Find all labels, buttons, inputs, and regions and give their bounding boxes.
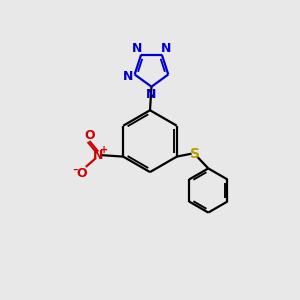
Text: N: N	[132, 42, 142, 55]
Text: N: N	[122, 70, 133, 83]
Text: O: O	[77, 167, 87, 180]
Text: O: O	[84, 129, 95, 142]
Text: -: -	[72, 162, 77, 177]
Text: N: N	[93, 149, 104, 162]
Text: N: N	[146, 88, 157, 100]
Text: S: S	[190, 147, 200, 161]
Text: +: +	[100, 145, 108, 155]
Text: N: N	[161, 42, 171, 55]
